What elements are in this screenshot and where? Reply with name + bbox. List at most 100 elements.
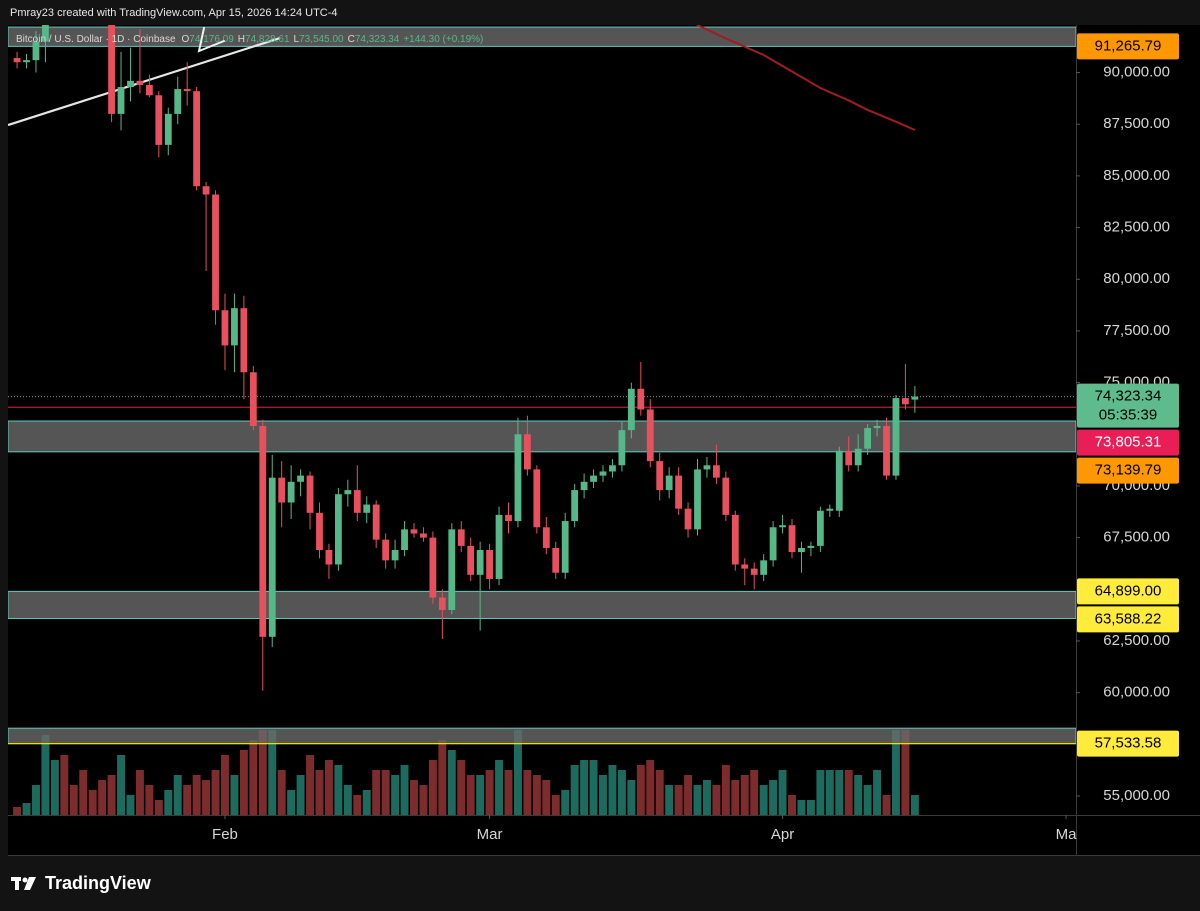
candle-body [316, 512, 323, 551]
candle-body [495, 514, 503, 579]
y-tick-label: 77,500.00 [1103, 322, 1170, 339]
candle-body [363, 504, 371, 513]
volume-bar [627, 780, 636, 815]
candle-body [845, 450, 853, 466]
volume-bar [145, 785, 154, 815]
volume-bar [117, 755, 125, 815]
candle-body [212, 194, 219, 311]
candle-body [684, 508, 692, 530]
candle-body [826, 508, 834, 511]
candle-body [552, 547, 560, 573]
candle-body [590, 475, 597, 482]
x-tick-label: Ma [1056, 826, 1077, 843]
legend-symbol: Bitcoin / U.S. Dollar · 1D · Coinbase [16, 34, 176, 45]
candle-body [618, 430, 626, 466]
candle-body [391, 550, 399, 561]
volume-bar [173, 775, 182, 815]
volume-bar [542, 780, 551, 815]
volume-bar [646, 760, 655, 815]
price-label: 63,588.22 [1095, 610, 1162, 627]
volume-bar [806, 800, 815, 815]
candle-body [646, 409, 654, 462]
volume-bar [750, 770, 759, 815]
volume-bar [183, 785, 192, 815]
volume-bar [372, 770, 381, 815]
candle-body [911, 396, 919, 400]
volume-bar [863, 785, 872, 815]
candle-body [637, 388, 645, 410]
volume-bar [400, 765, 409, 815]
candle-body [514, 434, 522, 522]
candle-body [193, 91, 201, 187]
volume-bar [580, 760, 589, 815]
volume-bar [41, 735, 50, 815]
candle-body [675, 475, 683, 509]
candle-body [627, 388, 635, 431]
price-label-box [1077, 383, 1179, 428]
y-tick-label: 90,000.00 [1103, 64, 1170, 81]
volume-bar [50, 760, 59, 815]
candle-body [731, 514, 739, 565]
legend-key: C [348, 34, 355, 45]
candle-body [523, 434, 531, 470]
candle-body [873, 425, 881, 429]
volume-bar [391, 775, 400, 815]
volume-bar [617, 770, 626, 815]
candle-body [410, 529, 418, 534]
volume-bar [428, 760, 437, 815]
candle-body [769, 527, 777, 561]
volume-bar [438, 740, 447, 815]
legend-value: 74,323.34 [355, 34, 400, 45]
price-label-box [1077, 429, 1179, 456]
zone [8, 727, 1076, 745]
volume-bar [816, 770, 825, 815]
candle-body [561, 521, 569, 573]
volume-bar [164, 790, 173, 815]
candle-body [741, 564, 749, 569]
volume-bar [788, 795, 796, 815]
volume-bar [202, 780, 211, 815]
x-tick-label: Apr [771, 826, 794, 843]
volume-bar [221, 755, 229, 815]
volume-bar [249, 740, 258, 815]
zone [8, 26, 1076, 47]
volume-bar [32, 785, 40, 815]
candle-body [297, 475, 304, 482]
candle-body [429, 537, 437, 598]
x-tick-label: Feb [212, 826, 238, 843]
candle-body [750, 568, 758, 575]
volume-bar [362, 790, 371, 815]
price-label-box [1077, 33, 1179, 60]
candle-body [835, 450, 843, 511]
volume-bar [854, 775, 863, 815]
volume-bar [287, 790, 296, 815]
volume-bar [693, 785, 702, 815]
candle-body [788, 525, 796, 553]
trendline [8, 36, 281, 127]
volume-bar [315, 770, 324, 815]
volume-bar [324, 760, 333, 815]
candle-body [127, 80, 134, 88]
candle-body [665, 475, 673, 491]
candle-body [136, 80, 144, 85]
price-label-box [1077, 606, 1179, 633]
price-label: 73,805.31 [1095, 434, 1162, 451]
price-label: 73,139.79 [1095, 462, 1162, 479]
legend-key: L [294, 34, 300, 45]
candle-body [278, 477, 286, 503]
volume-bar [296, 775, 305, 815]
volume-bar [684, 775, 693, 815]
volume-bar [608, 765, 617, 815]
volume-bar [343, 785, 352, 815]
logo-part [15, 877, 19, 890]
candle-body [476, 550, 484, 575]
candle-body [599, 471, 607, 476]
candle-body [240, 308, 248, 373]
volume-bar [504, 770, 513, 815]
volume-bar [258, 730, 267, 815]
volume-bar [277, 770, 286, 815]
volume-bar [901, 730, 910, 815]
volume-bar [419, 785, 428, 815]
